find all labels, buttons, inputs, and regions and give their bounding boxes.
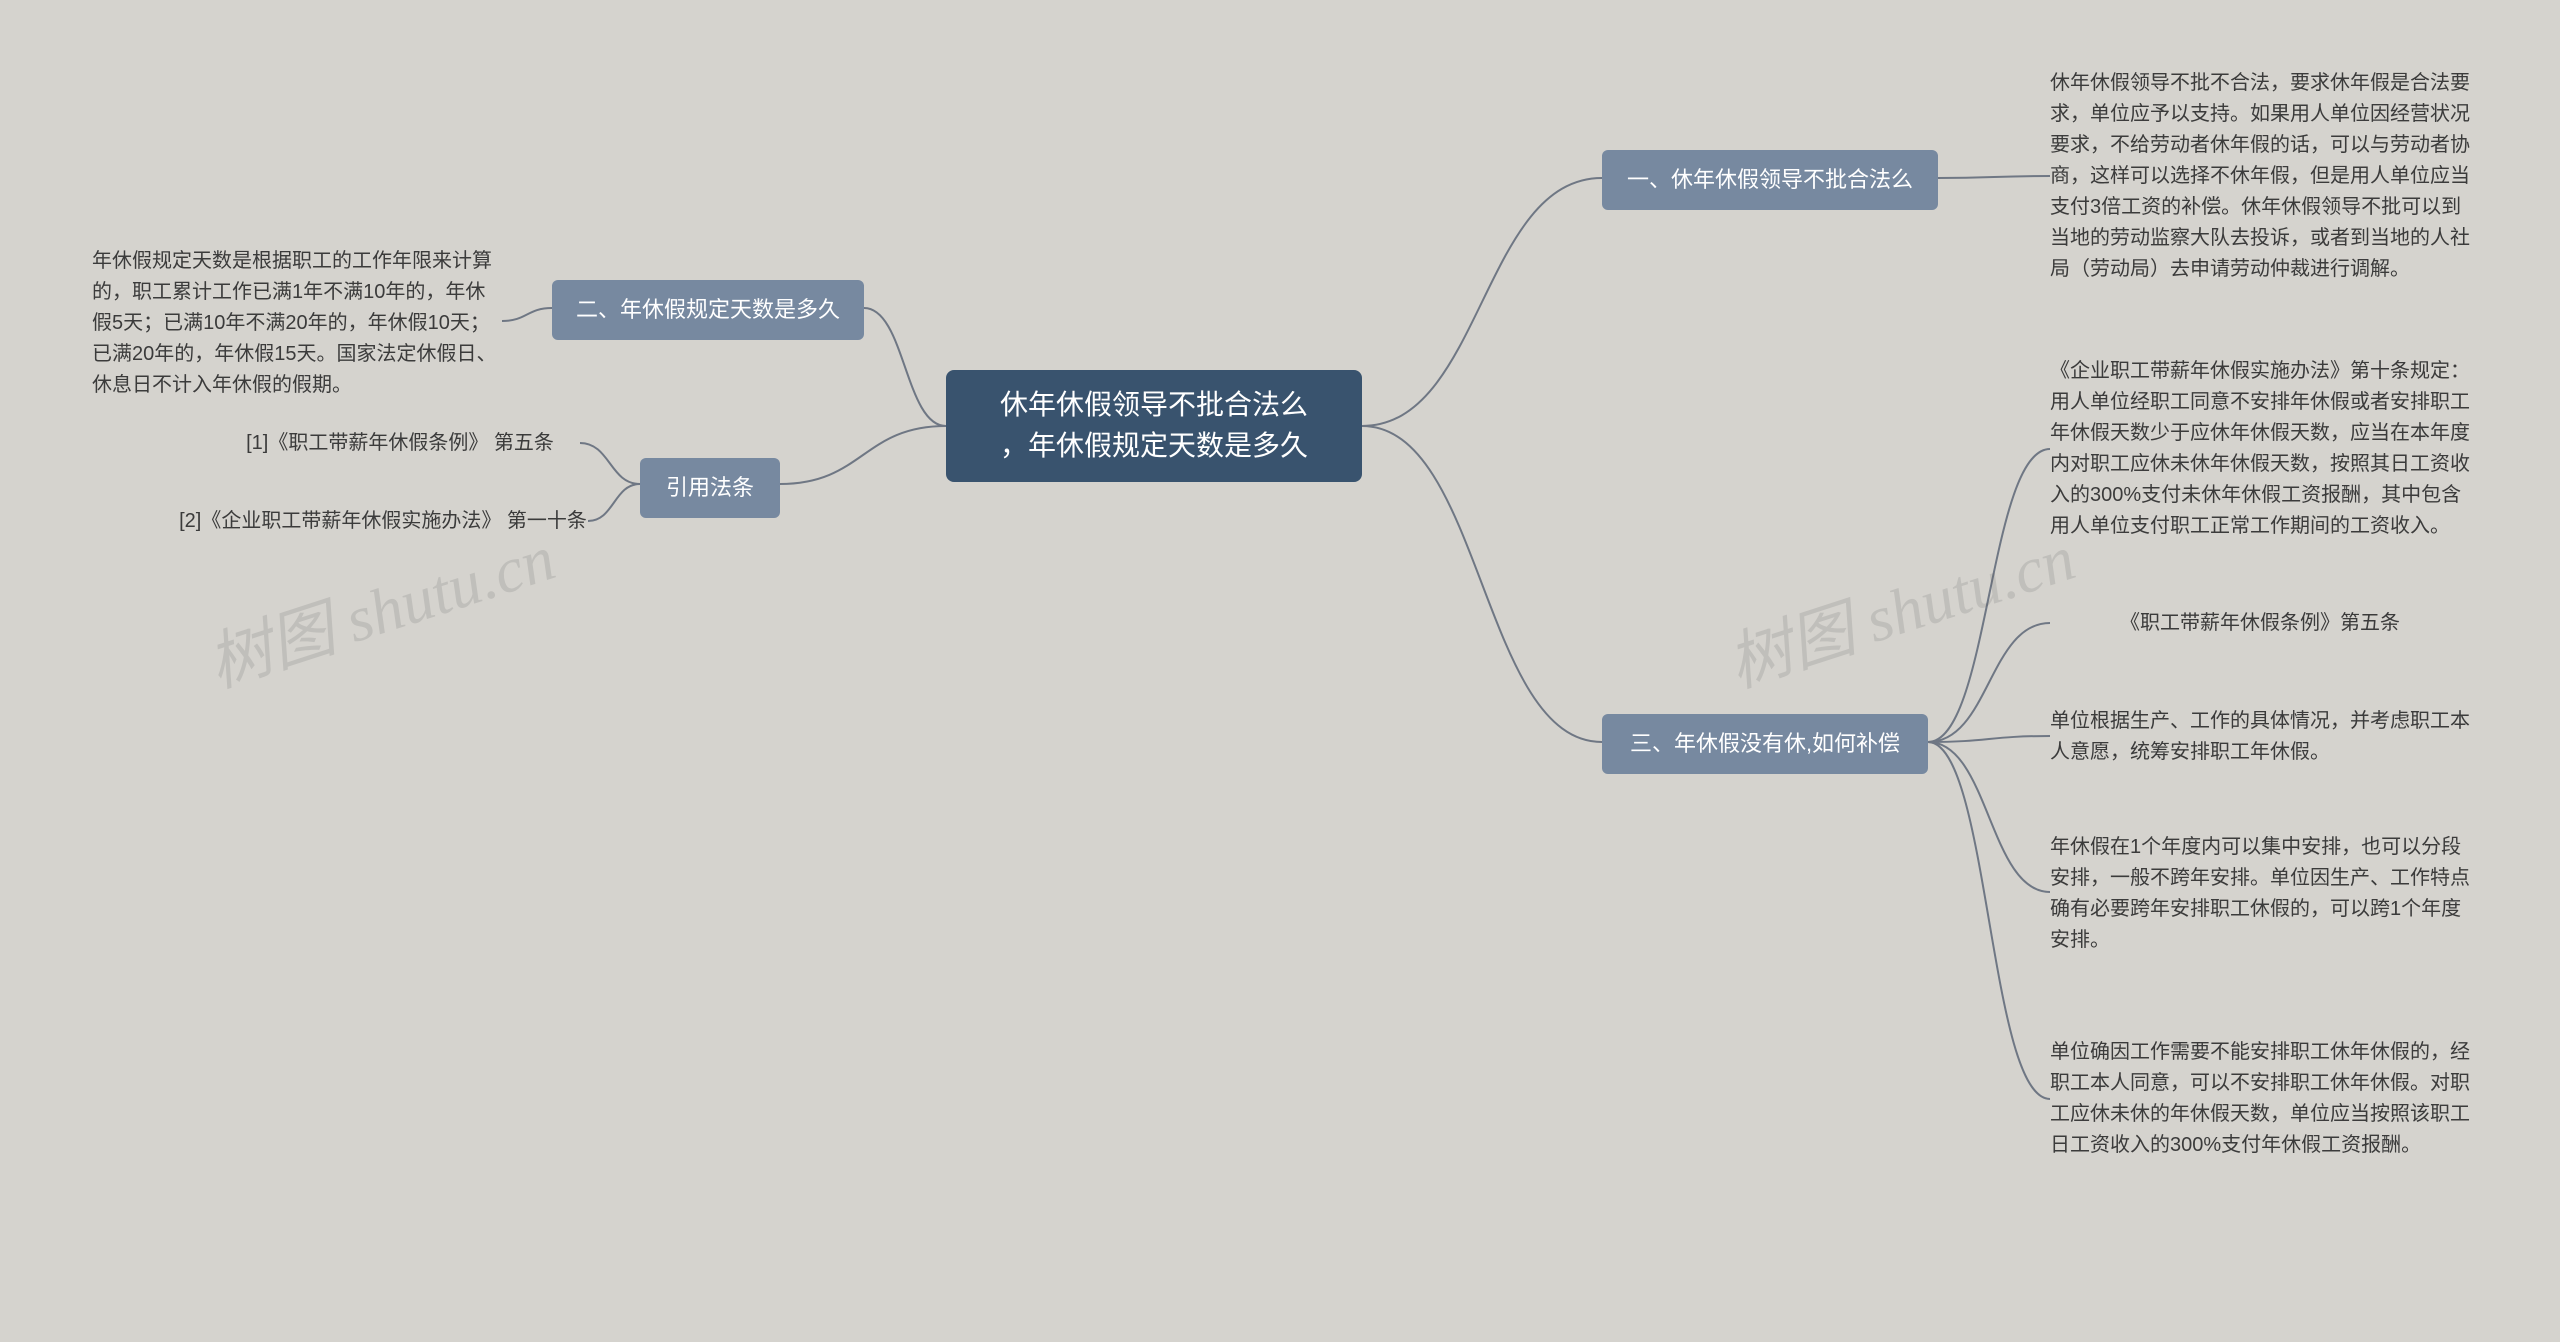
branch-b3[interactable]: 三、年休假没有休,如何补偿 [1602, 714, 1928, 774]
leaf-b3c5: 单位确因工作需要不能安排职工休年休假的，经职工本人同意，可以不安排职工休年休假。… [2050, 1024, 2470, 1174]
leaf-brefc1: [1]《职工带薪年休假条例》 第五条 [220, 428, 580, 459]
watermark-2: 树图 shutu.cn [1715, 507, 2085, 705]
leaf-b3c4: 年休假在1个年度内可以集中安排，也可以分段安排，一般不跨年安排。单位因生产、工作… [2050, 832, 2470, 956]
branch-bref[interactable]: 引用法条 [640, 458, 780, 518]
branch-b1[interactable]: 一、休年休假领导不批合法么 [1602, 150, 1938, 210]
leaf-b3c3: 单位根据生产、工作的具体情况，并考虑职工本人意愿，统筹安排职工年休假。 [2050, 706, 2470, 768]
leaf-b3c2: 《职工带薪年休假条例》第五条 [2050, 608, 2470, 639]
mindmap-canvas: 树图 shutu.cn 树图 shutu.cn 休年休假领导不批合法么 ，年休假… [0, 0, 2560, 1342]
leaf-b2c1: 年休假规定天数是根据职工的工作年限来计算的，职工累计工作已满1年不满10年的，年… [92, 246, 502, 401]
leaf-brefc2: [2]《企业职工带薪年休假实施办法》 第一十条 [178, 494, 588, 548]
leaf-b3c1: 《企业职工带薪年休假实施办法》第十条规定：用人单位经职工同意不安排年休假或者安排… [2050, 344, 2470, 554]
leaf-b1c1: 休年休假领导不批不合法，要求休年假是合法要求，单位应予以支持。如果用人单位因经营… [2050, 56, 2470, 296]
branch-b2[interactable]: 二、年休假规定天数是多久 [552, 280, 864, 340]
root-node[interactable]: 休年休假领导不批合法么 ，年休假规定天数是多久 [946, 370, 1362, 482]
